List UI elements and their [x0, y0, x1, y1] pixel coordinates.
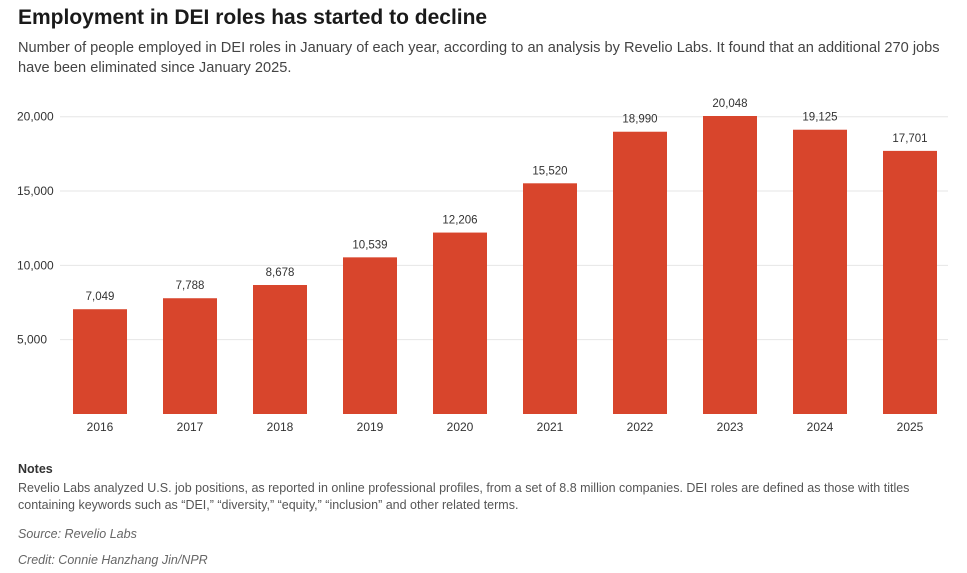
value-label: 18,990 — [622, 114, 657, 126]
y-tick-label: 20,000 — [17, 110, 54, 124]
bar-2021 — [523, 183, 577, 414]
notes-text: Revelio Labs analyzed U.S. job positions… — [18, 481, 910, 512]
x-tick-label: 2023 — [717, 420, 744, 434]
x-tick-label: 2016 — [87, 420, 114, 434]
value-label: 7,049 — [86, 291, 115, 303]
value-label: 10,539 — [352, 239, 387, 251]
value-label: 12,206 — [442, 215, 477, 227]
source-line: Source: Revelio Labs — [18, 527, 137, 541]
x-tick-label: 2017 — [177, 420, 204, 434]
chart-title: Employment in DEI roles has started to d… — [18, 6, 488, 29]
bar-2018 — [253, 285, 307, 414]
value-label: 20,048 — [712, 98, 747, 110]
notes: Notes Revelio Labs analyzed U.S. job pos… — [18, 461, 948, 514]
x-axis-ticks: 2016 2017 2018 2019 2020 2021 2022 2023 2024 2025 — [87, 420, 924, 434]
x-tick-label: 2024 — [807, 420, 834, 434]
y-tick-label: 15,000 — [17, 184, 54, 198]
bar-2025 — [883, 150, 937, 414]
y-tick-label: 10,000 — [17, 258, 54, 272]
bar-2019 — [343, 257, 397, 414]
bar-2024 — [793, 129, 847, 414]
bar-2023 — [703, 116, 757, 414]
x-tick-label: 2021 — [537, 420, 564, 434]
x-tick-label: 2019 — [357, 420, 384, 434]
bars — [73, 116, 937, 415]
bar-chart: 5,000 10,000 15,000 20,000 7,049 7,788 8,678 1… — [17, 98, 948, 434]
chart-subtitle: Number of people employed in DEI roles i… — [18, 40, 940, 76]
credit-line: Credit: Connie Hanzhang Jin/NPR — [18, 553, 208, 567]
bar-2016 — [73, 309, 127, 414]
notes-heading: Notes — [18, 462, 53, 476]
x-tick-label: 2022 — [627, 420, 654, 434]
y-axis-ticks: 5,000 10,000 15,000 20,000 — [17, 110, 54, 347]
bar-2017 — [163, 298, 217, 414]
bar-2020 — [433, 232, 487, 414]
value-labels: 7,049 7,788 8,678 10,539 12,206 15,520 18,990 2… — [86, 98, 928, 303]
y-tick-label: 5,000 — [17, 333, 47, 347]
value-label: 15,520 — [532, 165, 567, 177]
x-tick-label: 2020 — [447, 420, 474, 434]
value-label: 7,788 — [176, 280, 205, 292]
value-label: 19,125 — [802, 112, 837, 124]
x-tick-label: 2018 — [267, 420, 294, 434]
value-label: 17,701 — [892, 133, 927, 145]
value-label: 8,678 — [266, 267, 295, 279]
bar-2022 — [613, 131, 667, 415]
x-tick-label: 2025 — [897, 420, 924, 434]
